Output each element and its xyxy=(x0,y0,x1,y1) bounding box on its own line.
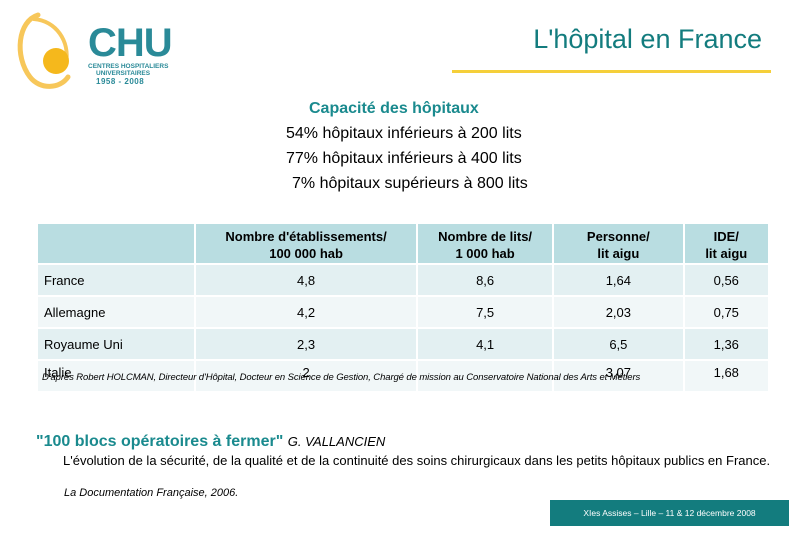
cell-personne: 3,07 xyxy=(554,361,683,391)
capacity-line: 54% hôpitaux inférieurs à 200 lits xyxy=(286,125,522,142)
cell-etablissements: 2 xyxy=(196,361,417,391)
cell-ide: 1,68 xyxy=(684,361,768,391)
blocs-publication: La Documentation Française, 2006. xyxy=(64,487,239,499)
title-underline xyxy=(452,70,771,73)
chu-logo-emblem-icon xyxy=(17,12,71,89)
cell-country: Allemagne xyxy=(38,297,195,327)
logo-line-1: CENTRES HOSPITALIERS xyxy=(88,63,169,70)
cell-etablissements: 2,3 xyxy=(196,329,417,359)
cell-lits: 4,1 xyxy=(418,329,553,359)
cell-ide: 0,56 xyxy=(684,265,768,295)
blocs-heading: "100 blocs opératoires à fermer" G. VALL… xyxy=(36,433,385,451)
logo-line-2: UNIVERSITAIRES xyxy=(96,70,151,77)
logo-acronym: CHU xyxy=(88,21,173,65)
cell-lits xyxy=(418,361,553,391)
header-country xyxy=(38,224,195,263)
table-row: Allemagne 4,2 7,5 2,03 0,75 xyxy=(38,297,768,327)
cell-ide: 0,75 xyxy=(684,297,768,327)
cell-etablissements: 4,2 xyxy=(196,297,417,327)
footer-banner: XIes Assises – Lille – 11 & 12 décembre … xyxy=(550,500,789,526)
page-title: L'hôpital en France xyxy=(533,24,762,54)
cell-country: Royaume Uni xyxy=(38,329,195,359)
cell-lits: 7,5 xyxy=(418,297,553,327)
table-row: Italie 2 3,07 1,68 xyxy=(38,361,768,391)
table-source-note: D'après Robert HOLCMAN, Directeur d'Hôpi… xyxy=(42,372,641,383)
blocs-description: L'évolution de la sécurité, de la qualit… xyxy=(63,453,771,468)
logo-line-3: 1958 - 2008 xyxy=(96,77,145,86)
table-row: Royaume Uni 2,3 4,1 6,5 1,36 xyxy=(38,329,768,359)
header-ide: IDE/lit aigu xyxy=(684,224,768,263)
cell-country: France xyxy=(38,265,195,295)
blocs-title: "100 blocs opératoires à fermer" xyxy=(36,433,284,450)
table-header-row: Nombre d'établissements/100 000 hab Nomb… xyxy=(38,224,768,263)
cell-etablissements: 4,8 xyxy=(196,265,417,295)
cell-country: Italie xyxy=(38,361,195,391)
capacity-heading: Capacité des hôpitaux xyxy=(309,100,479,117)
cell-personne: 1,64 xyxy=(554,265,683,295)
chu-logo: CHU CENTRES HOSPITALIERS UNIVERSITAIRES … xyxy=(8,5,178,95)
header-personne: Personne/lit aigu xyxy=(554,224,683,263)
comparison-table: Nombre d'établissements/100 000 hab Nomb… xyxy=(36,222,770,393)
capacity-line: 7% hôpitaux supérieurs à 800 lits xyxy=(292,175,528,192)
cell-personne: 2,03 xyxy=(554,297,683,327)
cell-ide: 1,36 xyxy=(684,329,768,359)
blocs-author: G. VALLANCIEN xyxy=(287,434,386,449)
capacity-line: 77% hôpitaux inférieurs à 400 lits xyxy=(286,150,522,167)
cell-lits: 8,6 xyxy=(418,265,553,295)
capacity-section: Capacité des hôpitaux 54% hôpitaux infér… xyxy=(270,96,570,196)
header-lits: Nombre de lits/1 000 hab xyxy=(418,224,553,263)
table-row: France 4,8 8,6 1,64 0,56 xyxy=(38,265,768,295)
cell-personne: 6,5 xyxy=(554,329,683,359)
header-etablissements: Nombre d'établissements/100 000 hab xyxy=(196,224,417,263)
